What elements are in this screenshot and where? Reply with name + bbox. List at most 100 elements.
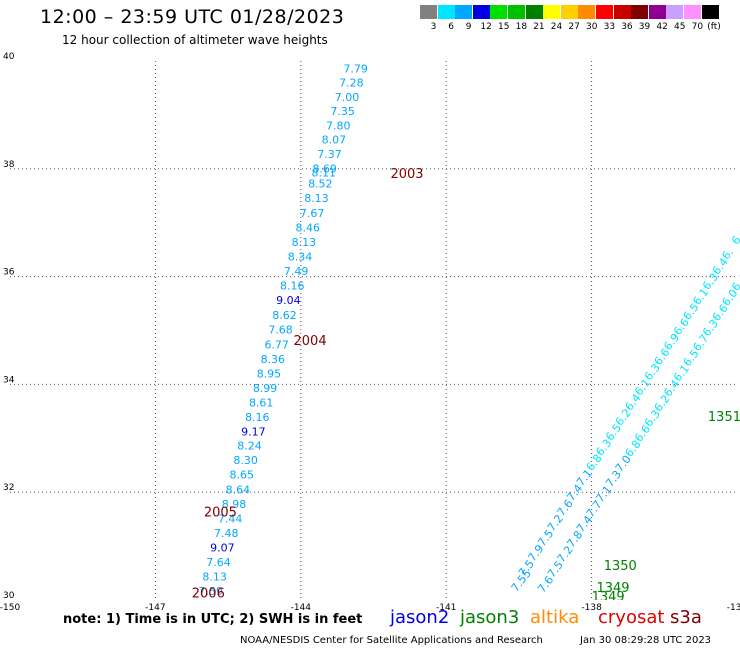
swh-point: 8.98	[222, 498, 247, 511]
legend-swatch	[648, 5, 666, 19]
plot-area: 7.797.28 7.007.357.808.07 7.37 8.698.118.52…	[183, 62, 740, 650]
legend-swatch	[560, 5, 578, 19]
swh-point: 9.17	[241, 426, 266, 439]
legend-swatch	[490, 5, 508, 19]
x-tick-label: -150	[0, 603, 20, 613]
legend-swatch	[437, 5, 455, 19]
legend-label: 36	[621, 22, 633, 32]
legend-label: 33	[603, 22, 616, 32]
chart-title: 12:00 – 23:59 UTC 01/28/2023	[40, 6, 345, 28]
swh-point: 7.28	[339, 76, 364, 89]
x-tick-label: -135	[727, 603, 740, 613]
swh-point: 8.99	[253, 382, 278, 395]
track-label: 2006	[192, 586, 225, 601]
swh-point: 6.	[729, 231, 740, 247]
legend-label: 18	[515, 22, 528, 32]
swh-point: 8.11	[311, 166, 336, 179]
swh-point: 8.34	[288, 250, 313, 263]
legend-label: 12	[480, 22, 492, 32]
track-label: 2005	[204, 505, 237, 520]
track-label: 1349	[596, 581, 629, 596]
legend-label: 6	[448, 22, 454, 32]
legend-label: 3	[430, 22, 437, 32]
swh-point: 7.80	[326, 119, 351, 132]
legend-swatch	[684, 5, 701, 19]
legend-swatch	[701, 5, 719, 19]
swh-point: 9.95	[183, 643, 208, 650]
x-tick-label: -147	[145, 603, 165, 613]
swh-point: 7.64	[206, 556, 231, 569]
legend-swatch	[613, 5, 631, 19]
y-tick-label: 36	[3, 268, 15, 278]
swh-point: 8.95	[257, 367, 282, 380]
legend-unit: (ft)	[707, 22, 721, 32]
legend-label: 42	[656, 22, 668, 32]
satellite-label-jason3: jason3	[460, 607, 520, 628]
legend-swatch	[631, 5, 649, 19]
legend-swatch	[666, 5, 684, 19]
swh-point: 8.16	[245, 411, 270, 424]
y-tick-label: 34	[3, 375, 15, 385]
y-tick-label: 38	[3, 160, 15, 170]
swh-point: 7.68	[268, 324, 293, 337]
legend-label: 27	[568, 22, 580, 32]
y-tick-label: 30	[3, 591, 15, 601]
swh-point: 7.49	[284, 265, 309, 278]
swh-point: 7.49	[195, 600, 220, 613]
swh-point: 8.65	[230, 469, 255, 482]
credit-line: NOAA/NESDIS Center for Satellite Applica…	[240, 635, 543, 646]
footnote: note: 1) Time is in UTC; 2) SWH is in fe…	[63, 612, 363, 627]
swh-point: 9.07	[210, 541, 235, 554]
legend-label: 45	[674, 22, 686, 32]
satellite-label-cryosat: cryosat	[598, 607, 665, 628]
swh-point: 7.79	[343, 62, 368, 75]
swh-point: 7.00	[335, 91, 360, 104]
legend-swatch	[525, 5, 543, 19]
legend-label: 24	[550, 22, 563, 32]
swh-point: 6.77	[264, 338, 289, 351]
swh-point: 8.13	[292, 236, 317, 249]
swh-point: 8.69	[312, 163, 337, 176]
legend-swatch	[455, 5, 473, 19]
legend-swatch	[420, 5, 437, 19]
track-label: 1350	[604, 559, 637, 574]
track-label: 2004	[294, 334, 327, 349]
x-tick-label: -141	[436, 603, 456, 613]
swh-point: 7.59	[199, 585, 224, 598]
x-tick-label: -144	[291, 603, 312, 613]
swh-point: 7.37	[317, 148, 342, 161]
legend-swatch	[578, 5, 596, 19]
swh-point: 6.4	[729, 272, 740, 294]
satellite-label-altika: altika	[530, 607, 580, 628]
swh-point: 8.62	[272, 309, 297, 322]
y-tick-label: 40	[3, 52, 15, 62]
track-label: 2003	[390, 167, 423, 182]
legend-swatch	[543, 5, 561, 19]
x-tick-label: -138	[581, 603, 602, 613]
swh-point: 8.30	[233, 454, 258, 467]
swh-point: 8.64	[226, 483, 251, 496]
swh-point: 8.13	[304, 192, 329, 205]
track-label: 1351	[708, 410, 740, 425]
legend-label: 15	[498, 22, 510, 32]
satellite-label-jason2: jason2	[390, 607, 450, 628]
legend-swatch	[472, 5, 490, 19]
timestamp: Jan 30 08:29:28 UTC 2023	[580, 635, 712, 646]
swh-point: 8.46	[295, 221, 320, 234]
swh-point: 8.52	[308, 178, 333, 191]
swh-point: 8.13	[202, 571, 227, 584]
swh-point: 7.67	[300, 207, 325, 220]
swh-point: 8.61	[249, 396, 274, 409]
swh-point: 7.44	[218, 512, 243, 525]
legend-swatch	[508, 5, 525, 19]
swh-point: 8.04	[187, 629, 212, 642]
legend-label: 70	[691, 22, 704, 32]
legend-label: 39	[638, 22, 651, 32]
y-tick-label: 32	[3, 483, 14, 493]
swh-point: 9.04	[276, 294, 301, 307]
swh-point: 7.48	[214, 527, 239, 540]
legend-swatch	[596, 5, 613, 19]
legend-label: 21	[533, 22, 545, 32]
legend-label: 30	[586, 22, 598, 32]
